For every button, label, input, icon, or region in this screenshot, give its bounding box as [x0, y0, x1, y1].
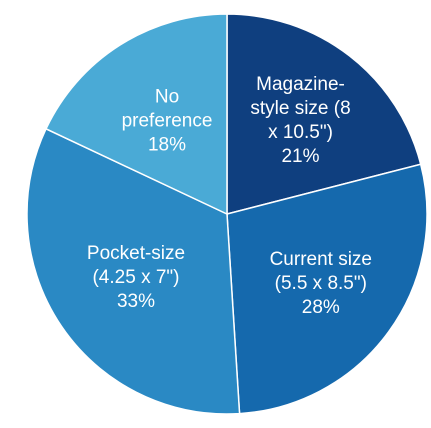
slice-category-label: x 10.5") — [268, 122, 333, 143]
slice-category-label: Current size — [270, 249, 372, 270]
pie-slice-label-2: Current size (5.5 x 8.5") 28% — [270, 249, 372, 318]
pie-slices — [26, 13, 428, 415]
pie-slice-1 — [226, 13, 422, 215]
pie-slice-label-1: Magazine-style size (8 x 10.5") 21% — [250, 74, 350, 167]
slice-value-label: 21% — [281, 146, 319, 167]
slice-value-label: 18% — [148, 134, 186, 155]
pie-slice-label-4: No preference 18% — [122, 86, 213, 155]
slice-category-label: No — [155, 86, 179, 107]
slice-category-label: (4.25 x 7") — [92, 267, 179, 288]
slice-category-label: (5.5 x 8.5") — [275, 273, 367, 294]
slice-value-label: 28% — [302, 297, 340, 318]
pie-slice-4 — [45, 13, 228, 216]
pie-labels: Magazine-style size (8 x 10.5") 21% Current… — [87, 74, 372, 318]
pie-slice-2 — [226, 163, 428, 415]
slice-category-label: preference — [122, 110, 213, 131]
slice-category-label: Pocket-size — [87, 243, 185, 264]
slice-value-label: 33% — [117, 291, 155, 312]
pie-slice-label-3: Pocket-size (4.25 x 7") 33% — [87, 243, 185, 312]
slice-category-label: style size (8 — [250, 98, 350, 119]
pie-slice-3 — [26, 127, 241, 415]
slice-category-label: Magazine- — [256, 74, 345, 95]
